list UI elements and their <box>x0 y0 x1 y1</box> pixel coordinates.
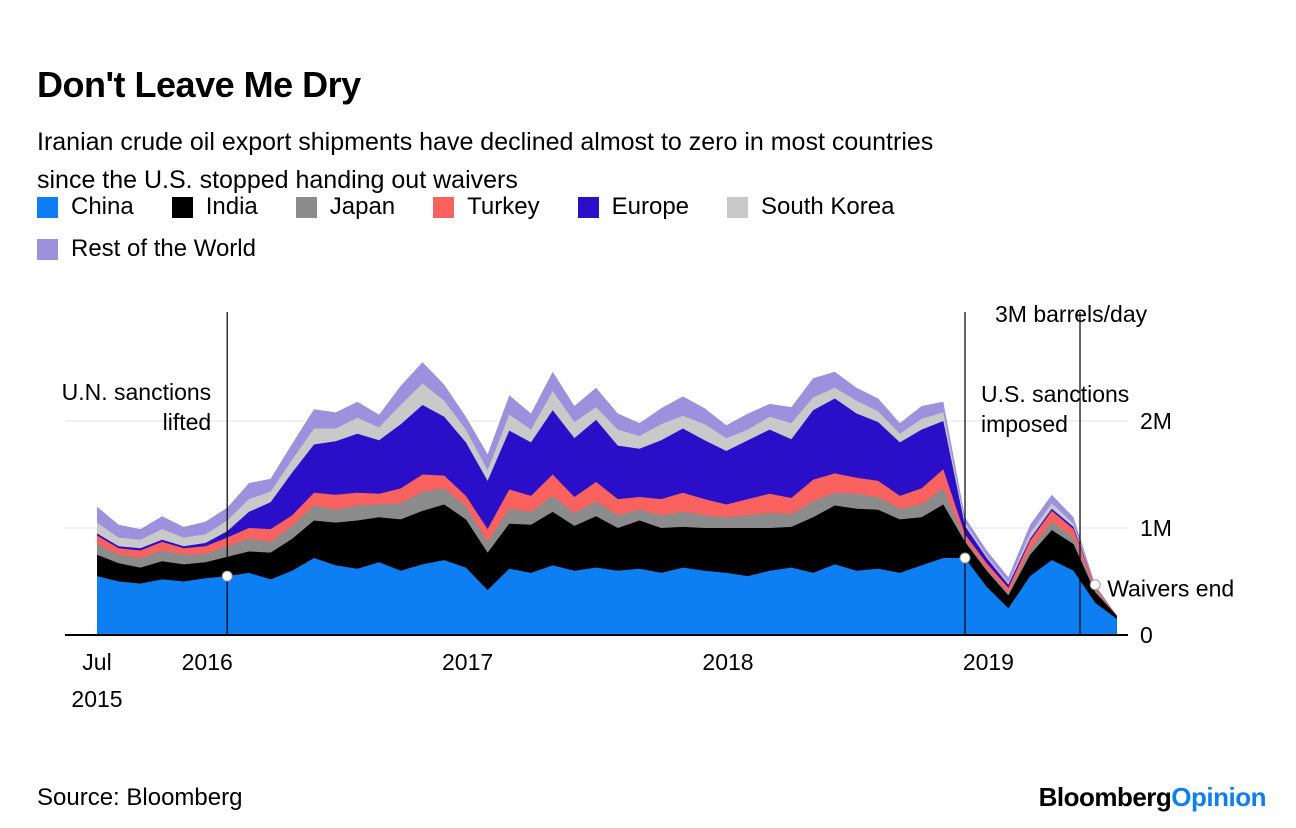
x-tick-2019: 2019 <box>963 649 1014 675</box>
chart-subtitle-line-1: Iranian crude oil export shipments have … <box>37 128 934 156</box>
legend-item-rest-of-the-world: Rest of the World <box>37 235 256 263</box>
area-china <box>97 558 1117 635</box>
y-tick-2: 2M <box>1140 408 1172 434</box>
event-dot-un-sanctions <box>221 570 233 582</box>
annotation-us-sanctions-line-2: imposed <box>981 411 1068 437</box>
brand-bloomberg: Bloomberg <box>1038 782 1172 812</box>
legend-swatch-icon <box>37 196 58 218</box>
event-dot-waivers-end <box>1089 579 1101 591</box>
legend-label: China <box>71 193 134 220</box>
y-tick-3: 3M barrels/day <box>995 301 1148 327</box>
bloomberg-opinion-logo: BloombergOpinion <box>1038 782 1267 813</box>
legend-swatch-icon <box>727 196 749 218</box>
annotation-un-sanctions-line-2: lifted <box>163 409 212 435</box>
legend-swatch-icon <box>577 196 599 218</box>
annotation-us-sanctions-line-1: U.S. sanctions <box>981 381 1129 407</box>
legend-label: South Korea <box>761 193 895 220</box>
legend-item-south-korea: South Korea <box>727 193 894 221</box>
legend-label: Japan <box>329 193 396 220</box>
legend-swatch-icon <box>171 196 193 218</box>
legend-label: Europe <box>611 193 690 220</box>
legend-item-india: India <box>171 193 258 221</box>
x-tick-2018: 2018 <box>702 649 753 675</box>
legend-label: Turkey <box>467 193 540 220</box>
stacked-area-chart: U.N. sanctions lifted U.S. sanctions impose… <box>62 301 1235 712</box>
legend-item-europe: Europe <box>577 193 690 221</box>
legend: China India Japan Turkey Europe South Korea Re… <box>37 193 1047 263</box>
event-dot-us-sanctions <box>959 552 971 564</box>
legend-item-china: China <box>37 193 134 221</box>
annotation-un-sanctions-line-1: U.N. sanctions <box>62 379 212 405</box>
y-tick-0: 0 <box>1140 622 1153 648</box>
brand-opinion: Opinion <box>1171 782 1266 812</box>
legend-swatch-icon <box>37 238 58 260</box>
legend-swatch-icon <box>295 196 317 218</box>
y-tick-1: 1M <box>1140 515 1172 541</box>
x-tick-2016: 2016 <box>182 649 233 675</box>
x-tick-2017: 2017 <box>442 649 493 675</box>
x-tick-jul: Jul <box>82 649 111 675</box>
legend-swatch-icon <box>433 196 455 218</box>
annotation-waivers-end: Waivers end <box>1107 576 1234 602</box>
chart-title: Don't Leave Me Dry <box>37 64 361 106</box>
legend-label: India <box>205 193 258 220</box>
chart-subtitle-line-2: since the U.S. stopped handing out waive… <box>37 166 518 194</box>
source-note: Source: Bloomberg <box>37 784 243 811</box>
legend-item-japan: Japan <box>295 193 396 221</box>
legend-label: Rest of the World <box>71 235 256 262</box>
legend-item-turkey: Turkey <box>433 193 540 221</box>
chart-subtitle: Iranian crude oil export shipments have … <box>37 123 933 199</box>
x-tick-2015: 2015 <box>71 686 122 712</box>
